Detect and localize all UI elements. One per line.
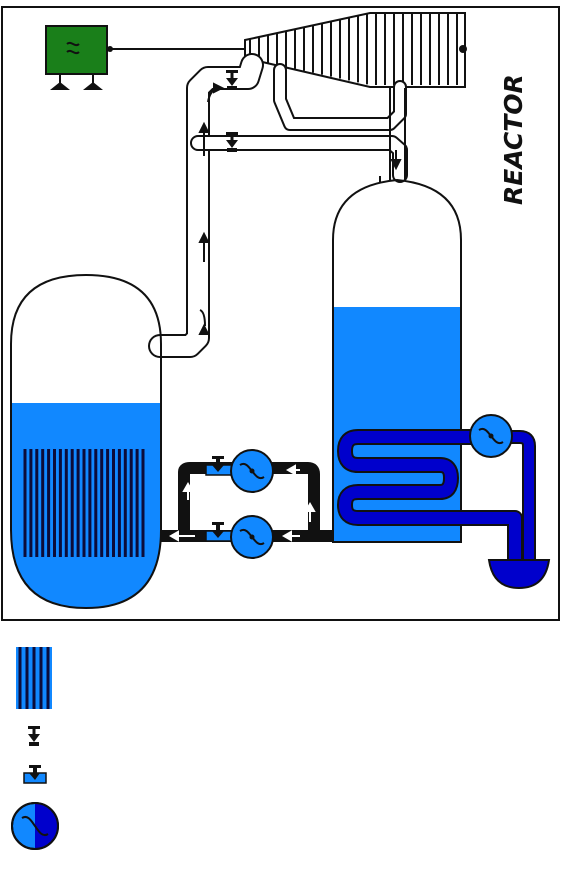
reactor-label: REACTOR	[499, 74, 528, 205]
legend-steam-valve	[28, 726, 40, 746]
water-valve-icon	[205, 456, 233, 476]
water-valve-icon	[205, 522, 233, 542]
legend-water-valve	[23, 765, 47, 784]
steam-generator-vessel	[332, 88, 462, 543]
feedwater-arrows	[168, 464, 316, 542]
pump-icon	[469, 414, 513, 458]
pump-icon	[230, 449, 274, 493]
legend-fuel-rods	[16, 647, 52, 709]
legend	[11, 647, 59, 850]
steam-pipes	[148, 53, 408, 358]
steam-flow-arrows	[198, 82, 402, 335]
steam-valve-icon	[226, 132, 238, 152]
turbine-icon	[244, 12, 467, 88]
fuel-rods-icon	[23, 449, 145, 557]
pump-icon	[230, 515, 274, 559]
reactor-vessel	[10, 273, 162, 610]
generator-icon	[45, 25, 108, 90]
condenser-coil	[337, 429, 536, 573]
steam-valve-icon	[226, 70, 238, 90]
diagram-frame	[1, 6, 560, 621]
legend-pump	[11, 802, 59, 850]
cooling-basin	[487, 559, 551, 590]
